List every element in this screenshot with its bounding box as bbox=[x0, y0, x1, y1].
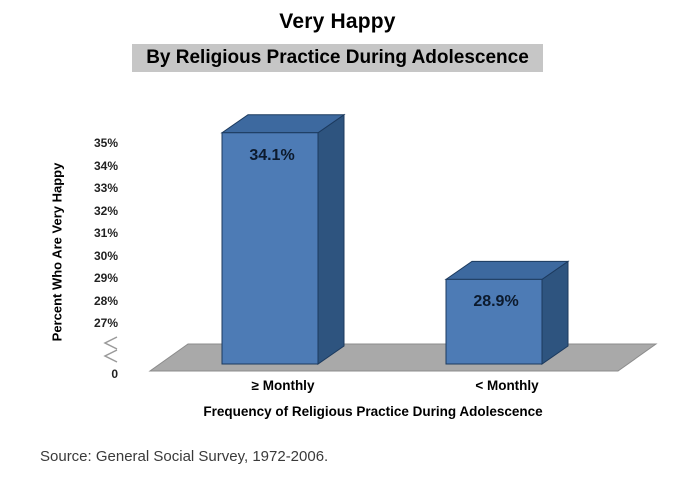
bar-value-label: 34.1% bbox=[249, 146, 295, 164]
y-tick-label: 32% bbox=[93, 203, 118, 218]
source-note: Source: General Social Survey, 1972-2006… bbox=[40, 448, 329, 465]
bar-front-face bbox=[221, 132, 319, 365]
y-tick-label: 35% bbox=[93, 136, 118, 150]
chart-subtitle-row: By Religious Practice During Adolescence bbox=[0, 44, 675, 72]
bar-front-face bbox=[445, 278, 543, 365]
y-tick-label: 31% bbox=[93, 226, 118, 240]
y-tick-label: 28% bbox=[93, 293, 118, 308]
category-label: ≥ Monthly bbox=[251, 378, 315, 393]
y-tick-label: 30% bbox=[93, 248, 118, 263]
y-tick-label: 29% bbox=[93, 271, 118, 285]
axis-break-mark bbox=[103, 349, 118, 363]
category-label: < Monthly bbox=[475, 378, 539, 393]
chart-subtitle: By Religious Practice During Adolescence bbox=[132, 44, 543, 72]
y-tick-label: 27% bbox=[93, 316, 118, 330]
y-axis-title: Percent Who Are Very Happy bbox=[49, 162, 65, 342]
chart-title: Very Happy bbox=[279, 10, 396, 33]
y-tick-label: 33% bbox=[93, 181, 118, 195]
bar-side-face bbox=[317, 113, 345, 365]
y-tick-label: 34% bbox=[93, 158, 118, 173]
x-axis-title: Frequency of Religious Practice During A… bbox=[203, 404, 543, 419]
y-axis-origin-label: 0 bbox=[111, 367, 118, 381]
axis-break-mark bbox=[103, 336, 118, 350]
bar-value-label: 28.9% bbox=[473, 293, 519, 311]
